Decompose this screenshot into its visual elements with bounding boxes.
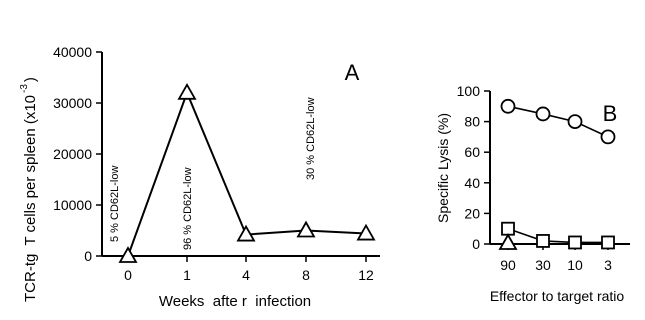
panel-a: 0 10000 20000 30000 40000 0 1 4 8 12 5 % CD62L-l… [19,44,380,310]
y-tick-label: 30000 [53,95,92,111]
square-series-line [507,227,608,244]
annotation-label: 96 % CD62L-low [182,167,194,250]
data-point [567,114,583,129]
data-point [356,223,376,241]
data-point [536,234,550,248]
data-point [501,221,515,236]
x-tick-label: 12 [358,267,374,283]
panel-b-y-ticks: 0 20 40 60 80 100 [457,83,490,252]
x-tick-label: 1 [183,267,191,283]
panel-a-y-axis-label: TCR-tg T cells per spleen (x10 [22,95,39,302]
data-point [600,129,616,145]
y-tick-label: 40 [464,175,480,191]
y-tick-label: 60 [464,144,480,160]
y-tick-label: 40000 [53,44,92,60]
data-point [601,235,615,250]
y-tick-label: 0 [472,236,480,252]
panel-b-x-axis-label: Effector to target ratio [490,288,625,304]
data-point [118,246,138,263]
y-tick-label: 20 [464,205,480,221]
panel-b-label: B [603,101,618,126]
x-tick-label: 30 [535,257,551,273]
x-tick-label: 0 [124,267,132,283]
panel-a-annotations: 5 % CD62L-low 96 % CD62L-low 30 % CD62L-lo… [109,97,317,250]
panel-a-label: A [345,60,360,85]
x-tick-label: 90 [500,257,516,273]
y-tick-label: 10000 [53,197,92,213]
data-point [236,224,256,242]
panel-a-x-axis-label: Weeks afte r infection [159,293,311,310]
x-tick-label: 4 [242,267,250,283]
y-tick-label: 20000 [53,146,92,162]
panel-b-y-axis-label: Specific Lysis (%) [435,113,451,223]
annotation-label: 5 % CD62L-low [109,166,121,242]
panel-a-y-axis-title: TCR-tg T cells per spleen (x10 -3 ) [19,77,39,302]
x-tick-label: 3 [604,257,612,273]
panel-a-y-axis-label-exponent: -3 [19,84,30,93]
y-tick-label: 80 [464,114,480,130]
panel-b-x-ticks: 90 30 10 3 [500,244,612,273]
y-tick-label: 0 [84,248,92,264]
annotation-label: 30 % CD62L-low [305,97,317,180]
panel-a-x-ticks: 0 1 4 8 12 [124,256,374,283]
data-point [498,233,518,250]
data-point [535,106,551,122]
panel-a-y-axis-label-close: ) [22,77,39,82]
panel-b: 0 20 40 60 80 100 90 30 10 3 B Effector to targe… [435,83,630,304]
panel-b-points [498,98,616,250]
data-point [500,98,516,114]
data-point [296,220,316,238]
x-tick-label: 10 [567,257,583,273]
panel-a-points [118,82,376,263]
panel-a-y-ticks: 0 10000 20000 30000 40000 [53,44,102,264]
circle-series-line [507,105,609,138]
y-tick-label: 100 [457,83,481,99]
data-point [568,235,582,250]
x-tick-label: 8 [302,267,310,283]
data-point [177,82,197,100]
panel-b-series-lines [507,105,609,245]
